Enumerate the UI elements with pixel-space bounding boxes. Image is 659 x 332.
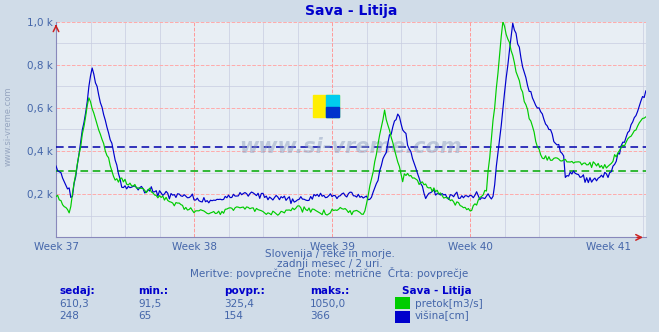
Text: www.si-vreme.com: www.si-vreme.com (240, 137, 462, 157)
Text: Sava - Litija: Sava - Litija (402, 286, 472, 296)
Text: min.:: min.: (138, 286, 169, 296)
Text: 154: 154 (224, 311, 244, 321)
Text: višina[cm]: višina[cm] (415, 311, 470, 321)
Text: zadnji mesec / 2 uri.: zadnji mesec / 2 uri. (277, 259, 382, 269)
Text: 248: 248 (59, 311, 79, 321)
Bar (326, 107, 339, 117)
Text: 91,5: 91,5 (138, 299, 161, 309)
Bar (312, 95, 339, 117)
Text: www.si-vreme.com: www.si-vreme.com (3, 86, 13, 166)
Text: Meritve: povprečne  Enote: metrične  Črta: povprečje: Meritve: povprečne Enote: metrične Črta:… (190, 267, 469, 279)
Text: 325,4: 325,4 (224, 299, 254, 309)
Text: 65: 65 (138, 311, 152, 321)
Text: 610,3: 610,3 (59, 299, 89, 309)
Text: pretok[m3/s]: pretok[m3/s] (415, 299, 483, 309)
Bar (326, 95, 339, 117)
Text: Slovenija / reke in morje.: Slovenija / reke in morje. (264, 249, 395, 259)
Text: 1050,0: 1050,0 (310, 299, 346, 309)
Text: sedaj:: sedaj: (59, 286, 95, 296)
Text: 366: 366 (310, 311, 330, 321)
Text: maks.:: maks.: (310, 286, 349, 296)
Title: Sava - Litija: Sava - Litija (304, 4, 397, 18)
Text: povpr.:: povpr.: (224, 286, 265, 296)
